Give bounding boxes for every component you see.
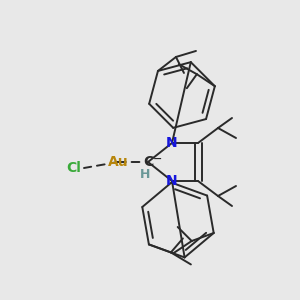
Text: N: N: [166, 136, 178, 150]
Text: Au: Au: [108, 155, 128, 169]
Text: C: C: [143, 155, 153, 169]
Text: Cl: Cl: [67, 161, 81, 175]
Text: N: N: [166, 174, 178, 188]
Text: H: H: [140, 169, 150, 182]
Text: −: −: [153, 154, 163, 164]
